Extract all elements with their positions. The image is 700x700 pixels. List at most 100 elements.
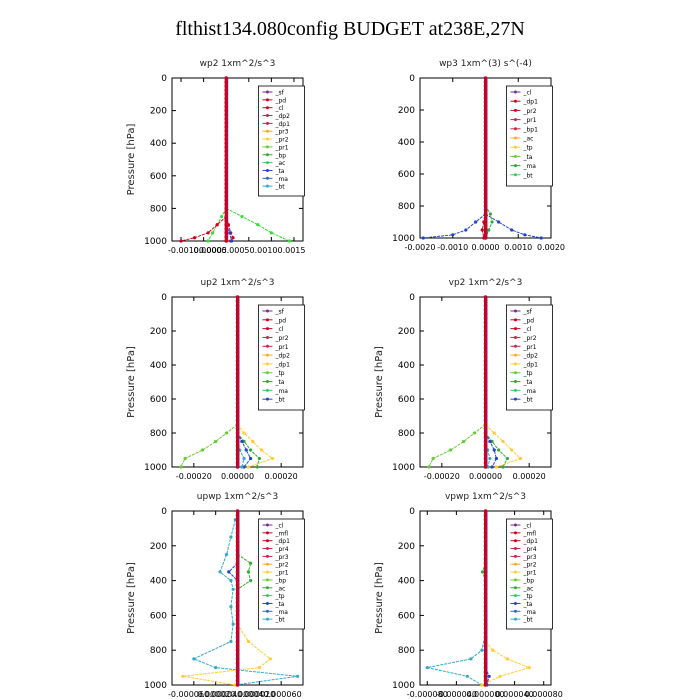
series-point (257, 666, 261, 670)
zero-profile-point (483, 172, 488, 176)
series-point (211, 231, 215, 235)
legend-marker (265, 98, 269, 102)
zero-profile-point (235, 522, 240, 526)
zero-profile-point (483, 652, 488, 657)
zero-profile-point (224, 100, 229, 105)
series-point (501, 465, 505, 469)
zero-profile-point (483, 535, 488, 539)
zero-profile-point (483, 448, 488, 452)
series-point (231, 587, 235, 591)
series-point (242, 456, 246, 461)
x-tick-label: 0.00020 (265, 472, 298, 481)
zero-profile-point (483, 88, 488, 92)
zero-profile-point (235, 426, 240, 431)
series-point (270, 456, 275, 461)
legend-label: _tp (274, 370, 284, 377)
series-point (192, 657, 196, 661)
zero-profile-point (483, 76, 488, 80)
legend-label: _pr2 (274, 562, 288, 569)
y-axis-label: Pressure [hPa] (374, 562, 385, 634)
zero-profile-point (224, 157, 229, 162)
zero-profile-point (483, 152, 488, 156)
legend-label: _tp (522, 370, 532, 377)
zero-profile-point (224, 104, 229, 109)
series-point (505, 657, 509, 661)
zero-profile-point (235, 358, 240, 363)
series-point (480, 228, 484, 232)
zero-profile-point (483, 460, 488, 465)
legend-marker (513, 554, 517, 558)
legend-marker (513, 539, 517, 543)
zero-profile-point (483, 333, 488, 338)
zero-profile-point (483, 144, 488, 148)
zero-profile-point (235, 299, 240, 304)
zero-profile-point (483, 435, 488, 440)
zero-profile-point (483, 204, 488, 208)
legend-label: _cl (274, 105, 283, 112)
zero-profile-point (483, 212, 488, 216)
zero-profile-point (235, 307, 240, 312)
y-tick-label: 0 (409, 507, 415, 517)
series-point (249, 448, 253, 452)
panel-6: vpwp 1xm^2/s^3 Pressure [hPa] 0 200 400 600 80… (374, 492, 563, 699)
zero-profile-point (483, 622, 488, 626)
zero-profile-point (224, 182, 229, 186)
series-point (494, 465, 499, 469)
series-point (183, 456, 187, 461)
y-tick-label: 600 (398, 395, 415, 405)
legend-label: _dp1 (522, 99, 538, 106)
legend-label: _dp1 (274, 538, 290, 545)
series-point (510, 228, 514, 232)
y-tick-label: 400 (150, 577, 167, 587)
zero-profile-point (235, 657, 240, 661)
series-point (240, 439, 244, 444)
y-tick-label: 200 (150, 327, 167, 337)
legend-marker (513, 388, 517, 392)
series-point (480, 570, 485, 574)
zero-profile-point (483, 316, 488, 321)
zero-profile-point (235, 591, 240, 596)
series-point (246, 465, 251, 469)
series-point (214, 666, 218, 670)
legend-marker (265, 327, 269, 331)
y-tick-label: 800 (150, 429, 167, 439)
legend-marker (265, 523, 269, 527)
legend-label: _ac (522, 136, 533, 143)
series-point (228, 231, 232, 235)
zero-profile-point (224, 165, 229, 170)
legend-label: _sf (274, 309, 284, 316)
zero-profile-point (483, 341, 488, 346)
zero-profile-point (483, 350, 488, 355)
legend-marker (265, 335, 269, 339)
figure-title: flthist134.080config BUDGET at238E,27N (175, 18, 525, 40)
x-tick-label: 0.000000 (466, 690, 504, 699)
zero-profile-point (483, 371, 488, 376)
zero-profile-point (483, 657, 488, 661)
zero-profile-point (483, 565, 488, 570)
zero-profile-point (235, 552, 240, 557)
zero-profile-point (483, 320, 488, 325)
series-line (237, 432, 252, 468)
zero-profile-point (224, 88, 229, 93)
series-point (256, 223, 260, 227)
series-point (259, 448, 264, 452)
zero-profile-point (224, 218, 229, 223)
zero-profile-point (483, 414, 488, 418)
y-tick-label: 400 (398, 138, 415, 148)
panel-5: upwp 1xm^2/s^3 Pressure [hPa] 0 200 400 600 80… (126, 492, 305, 699)
zero-profile-point (483, 426, 488, 431)
legend-marker (265, 380, 269, 384)
zero-profile-point (224, 231, 229, 235)
legend-marker (513, 380, 517, 384)
y-tick-label: 1000 (144, 463, 167, 473)
y-tick-label: 200 (398, 106, 415, 116)
series-point (220, 214, 224, 219)
zero-profile-point (224, 198, 229, 203)
legend-marker (265, 594, 269, 598)
legend-label: _mfl (274, 530, 288, 537)
panel-title: wp3 1xm^(3) s^(-4) (439, 59, 532, 69)
zero-profile-point (483, 644, 488, 648)
legend-marker (265, 90, 269, 94)
series-line (427, 632, 486, 686)
